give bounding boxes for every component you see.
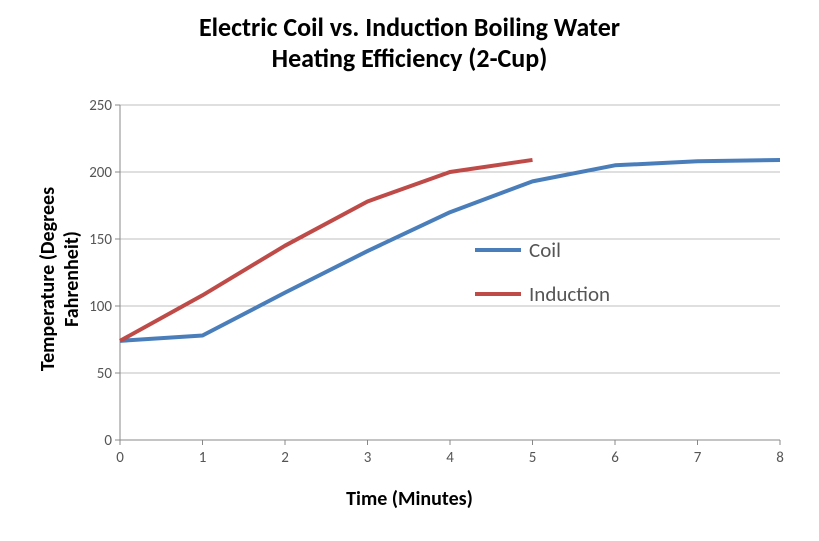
y-tick-label: 200 <box>89 164 112 182</box>
series-line-coil <box>120 160 780 341</box>
y-tick-label: 250 <box>89 97 112 115</box>
legend-label-coil: Coil <box>529 237 561 263</box>
series-line-induction <box>120 160 533 341</box>
x-tick-label: 0 <box>116 449 124 467</box>
y-tick-label: 50 <box>97 365 113 383</box>
y-tick-label: 100 <box>89 298 112 316</box>
chart-container: Electric Coil vs. Induction Boiling Wate… <box>0 0 819 541</box>
legend-label-induction: Induction <box>529 281 610 307</box>
x-tick-label: 3 <box>364 449 372 467</box>
x-tick-label: 7 <box>694 449 702 467</box>
x-tick-label: 4 <box>446 449 454 467</box>
x-tick-label: 5 <box>529 449 537 467</box>
chart-svg: 0 50 100 150 200 250 0 1 2 3 4 5 6 7 8 Coil Induction <box>0 0 819 541</box>
y-tick-label: 0 <box>104 432 112 450</box>
x-tick-label: 8 <box>776 449 784 467</box>
y-tick-label: 150 <box>89 231 112 249</box>
x-tick-label: 6 <box>611 449 619 467</box>
x-tick-label: 2 <box>281 449 289 467</box>
x-tick-label: 1 <box>199 449 207 467</box>
